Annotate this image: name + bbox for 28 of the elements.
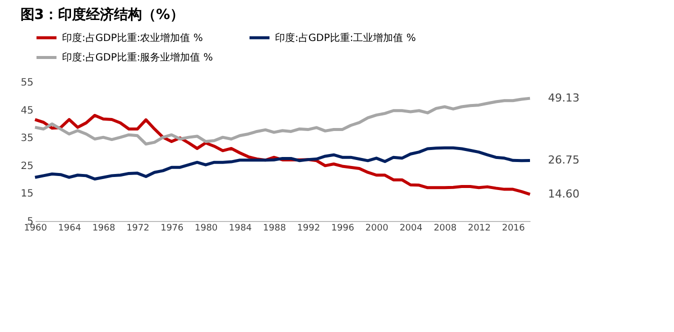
data-label: 49.13: [548, 91, 580, 104]
x-tick-label: 1964: [58, 224, 82, 234]
data-label: 14.60: [548, 187, 580, 200]
x-tick-label: 1996: [331, 224, 354, 234]
x-tick-label: 1984: [228, 224, 252, 234]
y-tick-label: 25: [20, 160, 34, 172]
x-tick-label: 2004: [400, 224, 423, 234]
x-tick-label: 1968: [92, 224, 116, 234]
x-tick-label: 2008: [434, 224, 457, 234]
legend-label: 印度:占GDP比重:服务业增加值 %: [62, 52, 213, 64]
x-tick-label: 2012: [468, 224, 491, 234]
y-tick-label: 15: [20, 188, 34, 200]
x-tick-label: 1976: [160, 224, 184, 234]
legend-label: 印度:占GDP比重:农业增加值 %: [62, 32, 203, 44]
y-tick-label: 55: [20, 78, 34, 88]
x-tick-label: 2000: [365, 224, 389, 234]
y-tick-label: 35: [20, 133, 34, 144]
legend-label: 印度:占GDP比重:工业增加值 %: [275, 32, 416, 44]
x-tick-label: 2016: [502, 224, 526, 234]
x-tick-label: 1980: [194, 224, 218, 234]
x-tick-label: 1988: [263, 224, 286, 234]
chart-title: 图3：印度经济结构（%）: [20, 6, 184, 23]
x-tick-label: 1972: [126, 224, 150, 234]
x-tick-label: 1992: [297, 224, 320, 234]
y-tick-label: 45: [20, 105, 34, 116]
data-label: 26.75: [548, 154, 580, 167]
line-series: [34, 146, 532, 181]
line-series: [34, 96, 532, 146]
